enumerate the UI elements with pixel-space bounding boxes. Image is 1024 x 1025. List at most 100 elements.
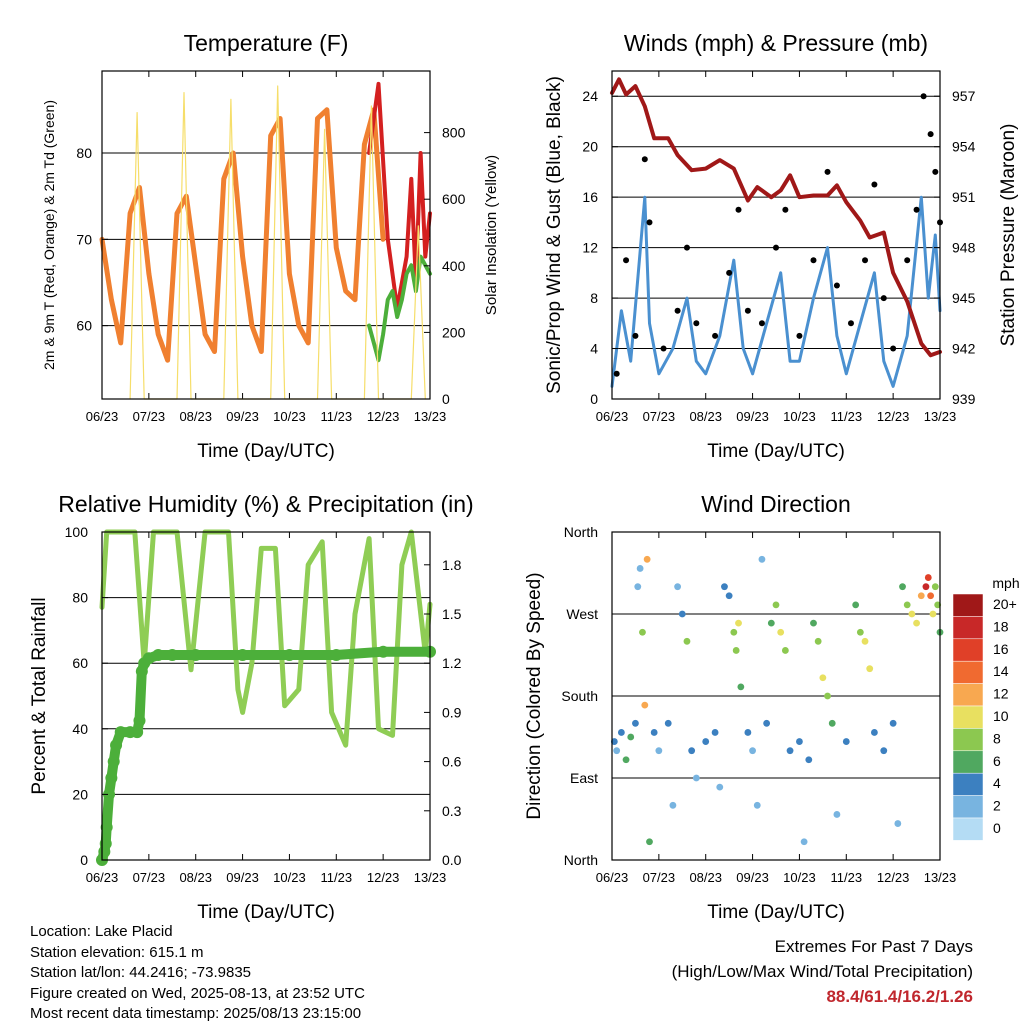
extremes-subtitle: (High/Low/Max Wind/Total Precipitation) [671,962,973,981]
direction-point [632,719,639,727]
x-axis-label: Time (Day/UTC) [197,441,335,462]
direction-point [814,637,822,645]
x-tick-label: 13/23 [414,870,447,885]
gust-point [890,345,897,352]
gust-point [646,219,653,226]
colorbar-swatch [952,728,984,752]
direction-point [833,811,841,818]
y-tick-label: 60 [76,318,92,334]
y2-tick-label: 0 [442,391,450,407]
y2-tick-label: 0.6 [442,754,462,770]
direction-point [716,783,724,791]
direction-point [613,747,621,755]
wind-direction-panel: Wind Direction Time (Day/UTC) 06/23 07/23 08… [524,491,956,923]
direction-point [908,610,916,618]
gust-point [871,181,878,188]
direction-point [786,747,794,755]
temperature-panel: Temperature (F) Time (Day/UTC) 06/23 07/23 0… [41,30,500,462]
series-line [99,107,386,363]
y-axis-label: Percent & Total Rainfall [29,597,50,794]
gust-point [683,244,690,251]
y-tick-label: 20 [582,139,598,155]
x-tick-label: 07/23 [133,870,166,885]
direction-point [730,628,738,636]
colorbar-label: 6 [993,753,1001,769]
y-tick-label: 16 [582,189,598,205]
x-tick-label: 06/23 [596,409,629,424]
x-tick-label: 08/23 [689,409,722,424]
y-tick-label: 20 [72,786,88,802]
gust-point [726,269,733,276]
y-tick-label: 4 [590,341,598,357]
colorbar-swatch [952,750,984,774]
direction-point [763,719,771,727]
x-tick-label: 08/23 [179,409,212,424]
gust-point [613,370,620,377]
direction-point [767,619,775,627]
direction-point [931,583,939,591]
y-tick-label: West [566,606,598,622]
colorbar-swatch [952,593,984,617]
y2-axis-label: Solar Insolation (Yellow) [483,155,500,315]
series-line [610,195,942,388]
y2-tick-label: 942 [952,341,976,357]
direction-point [610,738,618,745]
direction-point [753,801,761,809]
gust-point [782,206,789,213]
gust-point [674,307,681,314]
x-axis-label: Time (Day/UTC) [197,902,335,923]
colorbar-swatch [952,616,984,640]
direction-point [889,719,897,727]
gust-point [880,295,887,302]
y-tick-label: South [561,688,598,704]
x-tick-label: 13/23 [924,409,957,424]
direction-point [880,747,888,755]
direction-point [934,601,942,609]
y-tick-label: 12 [582,240,598,256]
y-axis-label: Sonic/Prop Wind & Gust (Blue, Black) [544,76,565,394]
direction-point [678,610,686,618]
colorbar-swatch [952,660,984,684]
plot-frame [611,70,941,400]
direction-point [749,747,756,755]
y2-tick-label: 957 [952,88,976,104]
x-tick-label: 10/23 [783,409,816,424]
y2-tick-label: 951 [952,189,976,205]
gust-point [660,345,667,352]
gust-point [932,168,939,175]
latlon-text: Station lat/lon: 44.2416; -73.9835 [30,964,252,981]
colorbar-label: 20+ [993,596,1017,612]
direction-point [922,583,930,591]
y2-tick-label: 200 [442,324,466,340]
direction-point [861,637,869,645]
direction-point [711,729,719,736]
direction-point [871,729,878,736]
colorbar-label: 4 [993,775,1001,791]
colorbar-swatch [952,705,984,729]
direction-point [725,592,733,600]
x-tick-label: 12/23 [877,870,910,885]
x-tick-label: 12/23 [367,409,400,424]
speed-colorbar: mph 20+ 18 16 14 12 10 8 6 4 2 0 [952,575,1020,841]
y-tick-label: 80 [72,590,88,606]
y2-tick-label: 400 [442,258,466,274]
x-tick-label: 11/23 [830,870,862,885]
y2-tick-label: 800 [442,125,466,141]
direction-point [810,619,817,627]
gust-point [920,93,927,100]
direction-point [758,555,766,563]
direction-point [664,719,672,727]
direction-point [852,601,860,609]
y-axis-label: 2m & 9m T (Red, Orange) & 2m Td (Green) [41,100,57,370]
gust-point [758,320,765,327]
y-axis-label: Direction (Colored By Speed) [524,572,545,819]
direction-point [744,729,752,736]
x-tick-label: 09/23 [736,870,769,885]
extremes-box: Extremes For Past 7 Days (High/Low/Max W… [672,934,973,1009]
direction-point [924,574,932,581]
colorbar-title: mph [992,575,1019,591]
gust-point [810,257,817,264]
direction-point [617,729,625,736]
y2-tick-label: 948 [952,240,976,256]
